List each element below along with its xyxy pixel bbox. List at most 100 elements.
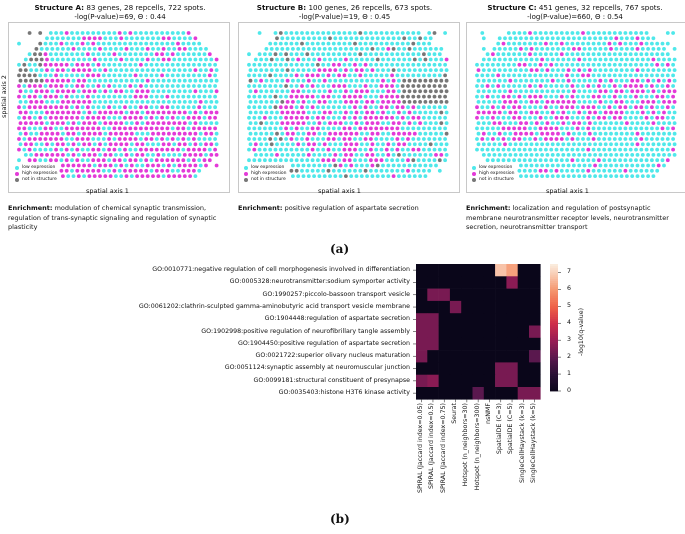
spot <box>207 62 212 67</box>
heatmap-cell <box>483 264 496 277</box>
spot <box>312 47 316 51</box>
spot <box>581 105 585 110</box>
spot <box>386 78 391 83</box>
heatmap-cell <box>472 374 485 388</box>
spot <box>344 174 348 179</box>
spot <box>381 68 385 72</box>
spot <box>524 153 529 157</box>
spot <box>145 153 150 157</box>
spot <box>614 153 619 157</box>
spot <box>390 31 394 35</box>
spot <box>554 115 559 120</box>
spot <box>29 131 33 136</box>
spot <box>432 158 437 163</box>
spot <box>354 100 359 104</box>
spot <box>181 137 186 141</box>
spot <box>273 73 278 78</box>
spot <box>291 100 295 104</box>
spot <box>418 57 422 62</box>
spot <box>204 121 208 125</box>
spot <box>128 52 133 57</box>
colorbar-segment <box>550 367 558 371</box>
spot <box>188 121 193 125</box>
spot <box>529 89 534 94</box>
spot <box>207 137 212 141</box>
spot <box>655 147 660 152</box>
colorbar-segment <box>550 264 558 267</box>
spot <box>577 131 582 136</box>
spot <box>82 174 86 179</box>
spot <box>496 105 501 110</box>
spot <box>86 158 90 163</box>
spot <box>312 89 316 94</box>
spot <box>87 153 92 157</box>
spot <box>665 84 670 88</box>
spot <box>114 131 118 136</box>
spot <box>61 153 65 157</box>
spot <box>161 89 166 94</box>
spot <box>386 153 391 157</box>
spot <box>181 126 186 131</box>
heatmap-cell <box>495 264 507 277</box>
spot <box>170 168 175 173</box>
spot <box>140 174 145 179</box>
spot <box>291 110 295 115</box>
spot <box>139 158 143 163</box>
heatmap-cell <box>529 264 541 277</box>
spot <box>609 121 613 125</box>
spot <box>359 57 364 62</box>
spot <box>107 168 111 173</box>
spot <box>619 68 624 72</box>
heatmap-cell <box>427 276 439 289</box>
spot <box>651 163 656 168</box>
spot <box>66 57 71 62</box>
spot <box>301 89 306 94</box>
spot <box>182 153 187 157</box>
spot <box>151 174 155 179</box>
spot <box>45 110 49 115</box>
spot <box>317 78 322 83</box>
spot <box>363 126 368 131</box>
spot <box>586 62 591 67</box>
spot <box>160 62 165 67</box>
spot <box>264 89 269 94</box>
spot <box>172 142 177 147</box>
spot <box>149 115 154 120</box>
spot <box>193 121 198 125</box>
spot <box>337 105 341 110</box>
spot <box>572 110 576 115</box>
spot <box>406 94 410 99</box>
spot <box>193 131 198 136</box>
spot <box>492 78 497 83</box>
spot <box>188 110 193 115</box>
spot <box>301 121 306 125</box>
spot <box>82 78 86 83</box>
spot <box>506 62 511 67</box>
spot <box>253 131 258 136</box>
spot <box>437 52 442 57</box>
spot <box>586 158 591 163</box>
spot <box>160 52 165 57</box>
go-term-label: GO:0021722:superior olivary nucleus matu… <box>255 352 411 360</box>
spot <box>582 121 587 125</box>
spot <box>428 100 433 104</box>
spot <box>395 73 400 78</box>
spot <box>165 62 170 67</box>
spot <box>253 142 258 147</box>
spot <box>23 68 28 72</box>
spot <box>630 57 635 62</box>
spot <box>612 158 617 163</box>
spot <box>603 110 608 115</box>
spot <box>268 126 273 131</box>
spot <box>59 31 64 35</box>
spot <box>43 84 48 88</box>
spot <box>597 62 601 67</box>
spot <box>497 153 502 157</box>
spot <box>38 84 43 88</box>
spot <box>400 147 405 152</box>
spot <box>349 110 354 115</box>
spot <box>577 163 582 168</box>
spot <box>375 142 380 147</box>
structure-b-stats: -log(P-value)=19, Θ : 0.45 <box>298 13 391 21</box>
spot <box>522 73 527 78</box>
